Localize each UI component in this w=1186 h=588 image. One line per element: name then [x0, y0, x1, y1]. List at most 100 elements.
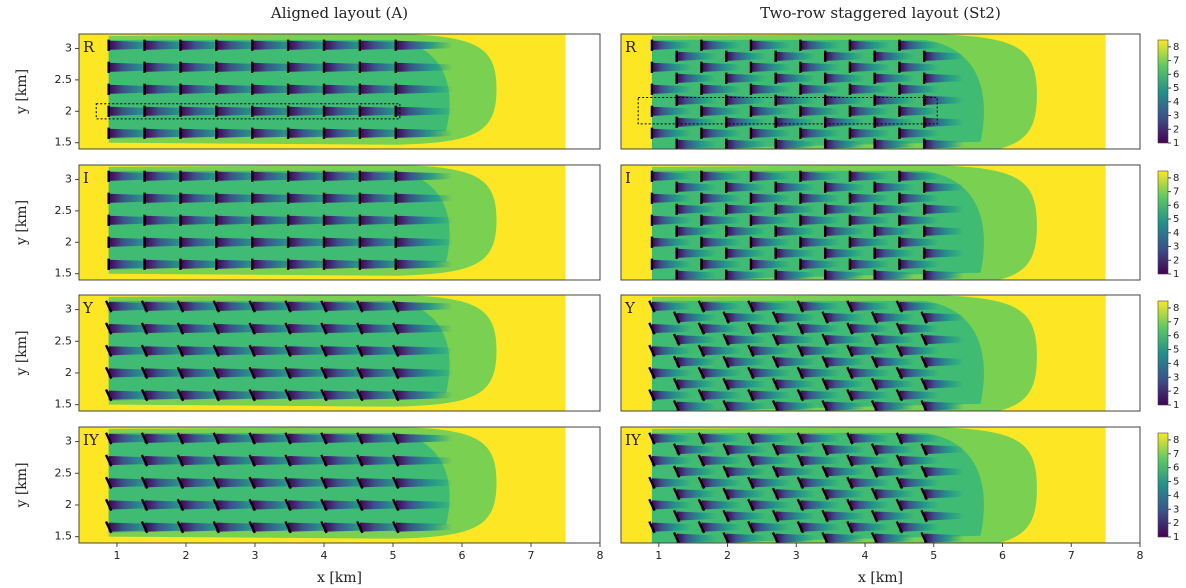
turbine: [104, 300, 113, 313]
turbine: [248, 322, 256, 335]
turbine: [895, 520, 904, 534]
turbine: [320, 454, 328, 467]
wake: [874, 226, 915, 236]
wake: [849, 84, 890, 94]
turbine: [747, 344, 755, 357]
wake: [924, 335, 964, 345]
wake: [874, 444, 915, 455]
wake: [899, 106, 939, 116]
y-axis-label: y [km]: [14, 330, 30, 376]
turbine: [870, 532, 879, 543]
turbine: [648, 388, 656, 402]
wake: [825, 117, 865, 127]
turbine: [697, 344, 706, 357]
x-tick-label: 8: [597, 549, 604, 562]
wake: [825, 444, 865, 455]
y-tick-label: 1.5: [55, 398, 73, 411]
wake: [924, 248, 964, 258]
wake: [651, 106, 692, 116]
wake: [676, 226, 717, 236]
wake: [849, 456, 890, 466]
turbine: [771, 532, 780, 543]
wake: [395, 171, 454, 181]
turbine: [356, 344, 364, 357]
turbine: [821, 532, 829, 543]
wake: [701, 171, 742, 181]
turbine: [821, 333, 829, 346]
wake: [775, 467, 816, 477]
wake: [800, 237, 841, 247]
wake: [676, 401, 717, 411]
turbine: [391, 432, 400, 445]
wake: [395, 259, 454, 269]
wake: [775, 139, 816, 149]
turbine: [747, 476, 755, 489]
wake: [924, 270, 964, 280]
turbine: [722, 311, 730, 324]
wake: [676, 117, 717, 127]
turbine: [320, 432, 328, 445]
turbine: [722, 465, 730, 478]
wake: [849, 237, 890, 247]
wake: [899, 171, 939, 181]
turbine: [284, 498, 292, 512]
turbine: [140, 454, 149, 467]
turbine: [920, 377, 928, 391]
turbine: [176, 454, 185, 467]
colorbar-tick-label: 6: [1173, 463, 1179, 474]
wake: [701, 324, 742, 334]
wake: [924, 312, 964, 323]
wake: [701, 522, 742, 532]
y-tick-label: 2: [65, 235, 72, 248]
turbine: [920, 487, 928, 501]
wake: [651, 346, 692, 356]
wake: [701, 215, 742, 225]
wake: [775, 312, 816, 323]
turbine: [722, 487, 730, 501]
turbine: [320, 498, 328, 512]
wake: [726, 95, 766, 105]
turbine: [796, 432, 805, 445]
wake: [775, 51, 816, 61]
turbine: [920, 355, 928, 369]
wake: [825, 204, 865, 214]
wake: [849, 171, 890, 181]
turbine: [697, 432, 706, 445]
wake: [395, 478, 454, 488]
panel: [79, 34, 566, 149]
wake: [726, 117, 766, 127]
wake: [849, 62, 890, 72]
wake: [775, 533, 816, 543]
turbine: [697, 322, 706, 335]
turbine: [920, 333, 928, 346]
wake: [701, 433, 742, 443]
wake: [849, 478, 890, 488]
turbine: [212, 498, 221, 512]
y-tick-label: 2.5: [55, 334, 73, 347]
wake: [899, 237, 939, 247]
frame: [620, 33, 1141, 150]
turbine: [140, 520, 149, 534]
panel-label: R: [625, 38, 637, 56]
wake: [825, 95, 865, 105]
turbine: [920, 465, 928, 478]
wake: [825, 401, 865, 411]
highlight-box: [95, 103, 401, 120]
wake: [701, 40, 742, 50]
wake: [899, 301, 939, 311]
panel-label: I: [83, 169, 89, 187]
wake: [395, 62, 454, 72]
turbine: [846, 322, 854, 335]
wake: [899, 456, 939, 466]
wake: [651, 128, 692, 138]
turbine: [284, 476, 292, 489]
turbine: [895, 498, 904, 512]
turbine: [722, 400, 730, 411]
wake: [874, 533, 915, 543]
wake: [800, 106, 841, 116]
turbine: [870, 400, 879, 411]
wake: [395, 500, 454, 510]
wake: [651, 301, 692, 311]
turbine: [140, 432, 149, 445]
wake: [924, 182, 964, 192]
